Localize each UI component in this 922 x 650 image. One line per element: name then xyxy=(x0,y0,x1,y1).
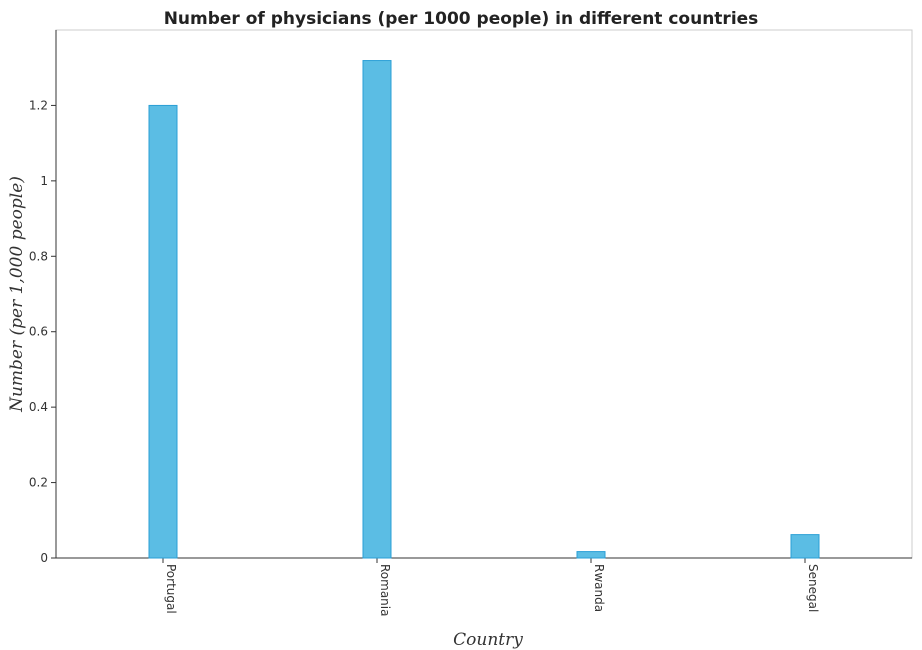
y-tick-label: 0.6 xyxy=(29,325,48,339)
y-tick-label: 0.8 xyxy=(29,249,48,263)
x-tick-label: Senegal xyxy=(806,564,820,612)
x-axis-title: Country xyxy=(453,630,523,650)
y-tick-label: 1 xyxy=(40,174,48,188)
plot-border xyxy=(55,29,913,559)
y-tick-label: 1.2 xyxy=(29,98,48,112)
bar-rwanda xyxy=(576,551,606,559)
plot-frame xyxy=(55,29,913,559)
bar-senegal xyxy=(790,534,820,559)
y-tick-label: 0.2 xyxy=(29,476,48,490)
y-tick-label: 0.4 xyxy=(29,400,48,414)
bar-romania xyxy=(362,60,392,559)
x-tick-label: Romania xyxy=(378,564,392,616)
bars xyxy=(148,60,820,559)
x-tick-label: Rwanda xyxy=(592,564,606,612)
y-axis: 0 0.2 0.4 0.6 0.8 1 1.2 xyxy=(29,30,57,565)
bar-portugal xyxy=(148,104,178,559)
x-axis: Portugal Romania Rwanda Senegal xyxy=(56,557,912,616)
chart-title: Number of physicians (per 1000 people) i… xyxy=(163,9,759,29)
x-tick-label: Portugal xyxy=(164,564,178,614)
y-tick-label: 0 xyxy=(40,551,48,565)
y-axis-title: Number (per 1,000 people) xyxy=(7,176,27,413)
